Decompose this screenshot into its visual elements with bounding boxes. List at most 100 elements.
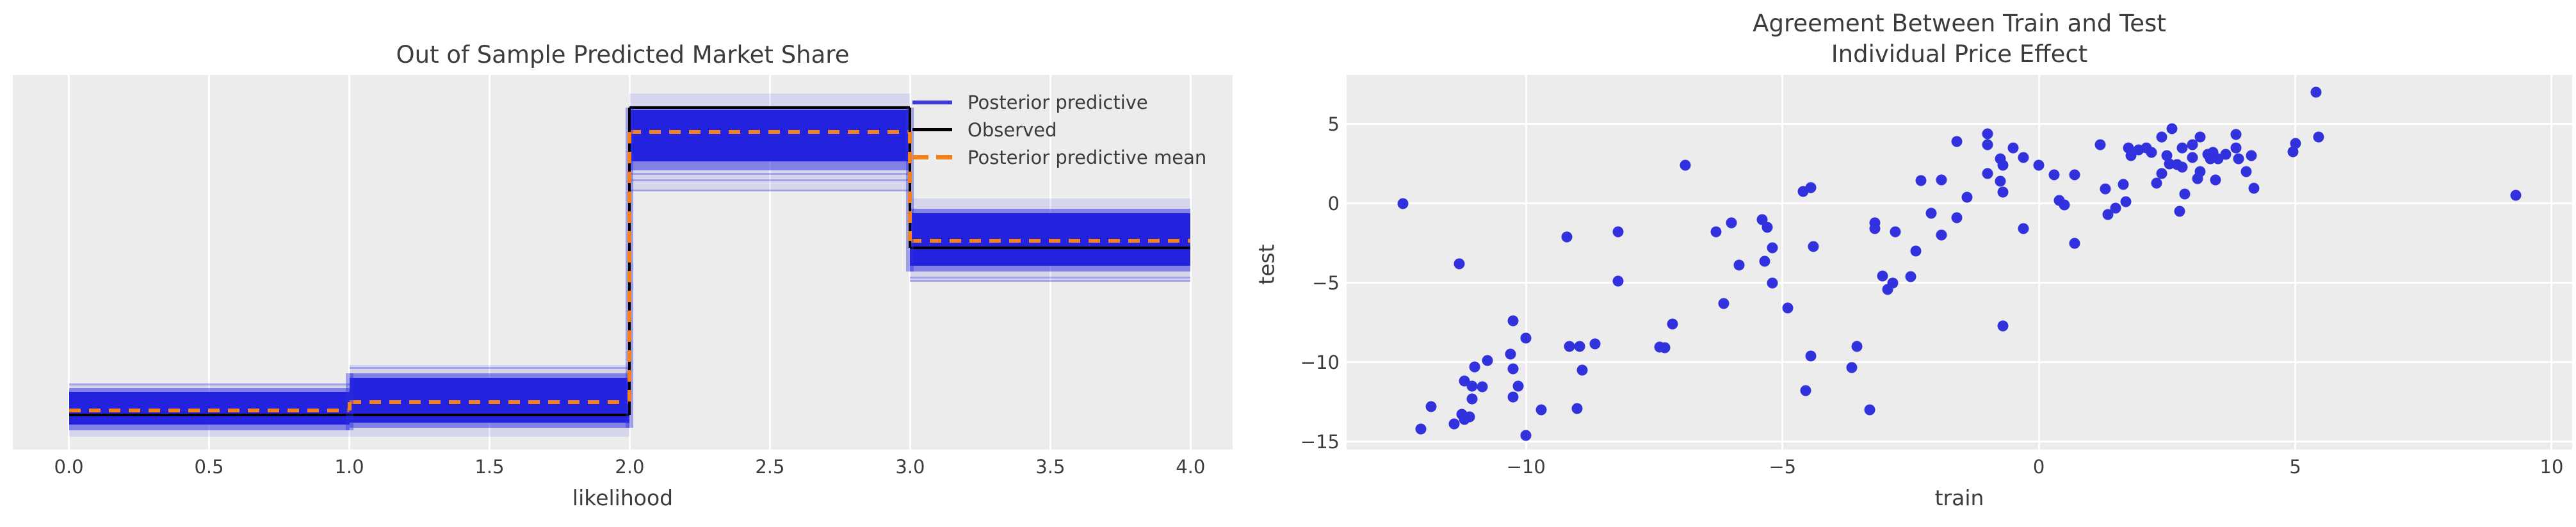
right-x-tick-label: 0 xyxy=(2032,456,2045,478)
posterior-stray-line-step2 xyxy=(629,190,911,191)
scatter-point xyxy=(1680,159,1691,171)
scatter-point xyxy=(1561,231,1573,243)
scatter-point xyxy=(2246,150,2257,161)
dashed-line-sample-icon xyxy=(912,155,952,159)
line-sample-icon xyxy=(912,128,952,131)
scatter-point xyxy=(1397,198,1409,209)
scatter-point xyxy=(2151,177,2162,189)
scatter-point xyxy=(1507,315,1519,327)
scatter-point xyxy=(1951,212,1963,223)
right-plot-area xyxy=(1347,75,2572,450)
left-x-tick-label: 3.5 xyxy=(1035,456,1065,478)
left-gridline-x-0.5 xyxy=(208,75,211,450)
scatter-point xyxy=(1612,226,1624,238)
left-x-tick-label: 2.0 xyxy=(615,456,645,478)
scatter-point xyxy=(1936,174,1947,186)
posterior-mean-line-step3 xyxy=(910,239,1191,243)
scatter-point xyxy=(2007,142,2019,154)
scatter-point xyxy=(1915,175,1927,186)
posterior-stray-line-step0 xyxy=(69,384,350,386)
right-gridline-y-0 xyxy=(1347,202,2572,205)
scatter-point xyxy=(2179,188,2191,200)
right-gridline-x-0 xyxy=(2037,75,2040,450)
legend-label-1: Observed xyxy=(968,118,1057,141)
scatter-point xyxy=(1415,423,1427,435)
scatter-point xyxy=(1925,207,1937,219)
posterior-mean-line-step1 xyxy=(349,400,630,405)
scatter-point xyxy=(1505,348,1516,360)
observed-line-step1 xyxy=(349,414,630,417)
scatter-point xyxy=(2187,139,2198,150)
left-gridline-x-1.0 xyxy=(348,75,351,450)
scatter-point xyxy=(1733,259,1745,271)
scatter-point xyxy=(1767,277,1778,289)
scatter-point xyxy=(1869,223,1881,234)
scatter-point xyxy=(1659,342,1671,353)
right-y-tick-label: 5 xyxy=(1327,113,1340,135)
scatter-point xyxy=(1890,226,1901,238)
right-x-tick-label: −10 xyxy=(1506,456,1546,478)
right-x-tick-label: −5 xyxy=(1769,456,1797,478)
scatter-point xyxy=(1905,271,1916,282)
scatter-point xyxy=(2156,168,2167,179)
scatter-point xyxy=(1961,191,1973,203)
right-gridline-x-−5 xyxy=(1781,75,1784,450)
scatter-point xyxy=(2110,202,2121,214)
scatter-point xyxy=(1425,401,1437,412)
scatter-point xyxy=(1466,393,1478,405)
scatter-point xyxy=(1477,381,1488,393)
scatter-point xyxy=(1782,302,1794,314)
scatter-point xyxy=(1805,182,1817,193)
scatter-point xyxy=(1800,385,1811,396)
scatter-point xyxy=(1512,380,1524,392)
posterior-mean-connector-x3 xyxy=(908,131,912,241)
left-x-tick-label: 3.0 xyxy=(895,456,925,478)
scatter-point xyxy=(2310,86,2322,98)
scatter-point xyxy=(1997,159,2009,171)
scatter-point xyxy=(2187,152,2198,163)
scatter-point xyxy=(2233,153,2244,165)
legend-row-0: Posterior predictive xyxy=(912,88,1206,116)
right-y-axis-label: test xyxy=(1254,244,1279,285)
scatter-point xyxy=(2230,142,2242,154)
scatter-point xyxy=(2146,147,2157,158)
scatter-point xyxy=(1482,355,1493,366)
right-x-axis-label: train xyxy=(1934,485,1984,510)
left-gridline-x-1.5 xyxy=(488,75,490,450)
scatter-point xyxy=(2018,223,2029,234)
scatter-point xyxy=(1464,411,1475,423)
right-gridline-x-−10 xyxy=(1525,75,1527,450)
posterior-stray-line-step2 xyxy=(629,179,911,182)
posterior-mean-connector-x2 xyxy=(628,131,632,403)
scatter-point xyxy=(2069,169,2080,181)
scatter-point xyxy=(1469,361,1480,373)
observed-line-step3 xyxy=(910,247,1191,250)
right-gridline-x-5 xyxy=(2294,75,2297,450)
scatter-point xyxy=(2290,138,2301,149)
scatter-point xyxy=(1851,341,1863,352)
legend-row-1: Observed xyxy=(912,116,1206,143)
scatter-point xyxy=(2176,161,2188,173)
right-y-tick-label: −15 xyxy=(1300,430,1340,453)
posterior-stray-line-step3 xyxy=(910,279,1191,282)
right-gridline-y-5 xyxy=(1347,123,2572,126)
line-sample-icon xyxy=(912,100,952,104)
scatter-point xyxy=(1710,226,1722,238)
scatter-point xyxy=(1808,241,1819,252)
scatter-point xyxy=(1448,418,1460,430)
left-plot-area xyxy=(13,75,1233,450)
left-x-tick-label: 0.0 xyxy=(54,456,84,478)
right-x-tick-label: 10 xyxy=(2540,456,2564,478)
scatter-point xyxy=(2102,209,2114,220)
left-x-tick-label: 0.5 xyxy=(194,456,224,478)
scatter-point xyxy=(1767,242,1778,254)
posterior-mean-line-step0 xyxy=(69,409,350,413)
left-x-tick-label: 1.5 xyxy=(474,456,505,478)
posterior-mean-connector-x1 xyxy=(347,402,352,411)
posterior-mean-line-step2 xyxy=(629,129,911,134)
scatter-point xyxy=(1997,320,2009,332)
scatter-point xyxy=(1762,222,1773,233)
scatter-point xyxy=(2033,159,2045,171)
scatter-point xyxy=(2176,142,2188,154)
